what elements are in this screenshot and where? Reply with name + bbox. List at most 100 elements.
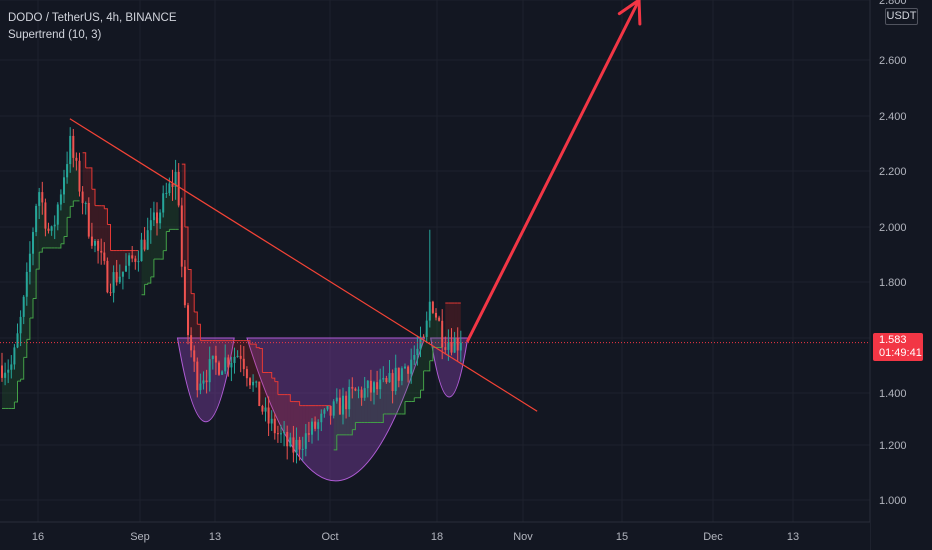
candle-body [208, 359, 211, 383]
candle-body [115, 272, 118, 283]
supertrend-line [17, 379, 22, 382]
supertrend-line [191, 293, 195, 312]
candle-body [47, 228, 50, 231]
candle-body [351, 386, 354, 389]
supertrend-line [36, 252, 40, 270]
supertrend-line [60, 236, 65, 245]
candle-body [35, 205, 38, 233]
candle-body [413, 355, 416, 360]
candle-body [270, 418, 273, 424]
left-shoulder-cup [176, 337, 235, 423]
candle-body [84, 202, 87, 204]
time-tick-label: Oct [321, 531, 338, 543]
candle-body [428, 301, 431, 321]
candle-body [264, 407, 267, 412]
candle-body [444, 347, 447, 350]
supertrend-fill [181, 164, 185, 286]
supertrend-fill [215, 340, 219, 369]
supertrend-fill [150, 216, 154, 277]
candle-body [249, 378, 251, 386]
candle-body [56, 204, 59, 225]
supertrend-line [101, 205, 105, 209]
candle-body [10, 364, 13, 370]
candle-body [25, 271, 28, 297]
supertrend-fill [5, 371, 9, 409]
candle-body [16, 333, 19, 348]
price-tick-label: 2.800 [879, 0, 907, 7]
supertrend-line [141, 284, 146, 296]
candle-body [345, 395, 348, 410]
candle-body [357, 389, 360, 391]
symbol-title[interactable]: DODO / TetherUS, 4h, BINANCE [8, 12, 177, 24]
time-tick-label: 13 [209, 531, 221, 543]
time-tick-label: 15 [616, 531, 628, 543]
supertrend-line [259, 348, 263, 373]
candle-body [143, 239, 146, 250]
supertrend-fill [429, 307, 433, 361]
supertrend-fill [296, 401, 300, 447]
candle-body [180, 205, 183, 267]
indicator-title[interactable]: Supertrend (10, 3) [8, 29, 102, 41]
candle-body [459, 342, 462, 351]
supertrend-fill [377, 384, 381, 423]
candle-body [295, 439, 298, 453]
candle-body [388, 373, 391, 383]
candle-body [196, 361, 199, 391]
supertrend-line [287, 394, 291, 402]
candle-body [202, 380, 205, 384]
candle-body [53, 224, 56, 227]
supertrend-line [29, 298, 34, 319]
supertrend-line [11, 402, 15, 409]
supertrend-line [349, 429, 353, 436]
supertrend-fill [370, 386, 374, 423]
supertrend-line [107, 223, 111, 251]
supertrend-fill [445, 303, 449, 349]
candle-body [59, 194, 62, 205]
candle-body [369, 380, 372, 393]
time-axis[interactable]: 16 Sep 13 Oct 18 Nov 15 Dec 13 [0, 521, 870, 550]
supertrend-line [14, 381, 18, 403]
candle-body [41, 192, 44, 203]
price-axis[interactable]: 2.8002.6002.4002.2002.0001.8001.6001.400… [869, 0, 932, 550]
candle-body [152, 212, 155, 221]
candle-body [75, 157, 78, 161]
supertrend-line [333, 434, 338, 451]
supertrend-fill [82, 152, 86, 204]
price-tick-label: 2.600 [879, 55, 907, 67]
supertrend-line [64, 217, 68, 237]
candle-body [360, 389, 363, 398]
supertrend-fill [51, 225, 55, 248]
candle-body [100, 250, 103, 253]
supertrend-line [163, 231, 167, 252]
candle-body [205, 380, 208, 383]
supertrend-fill [91, 189, 95, 244]
candle-body [168, 183, 171, 194]
supertrend-fill [417, 342, 421, 398]
candle-body [320, 413, 323, 423]
candle-body [190, 335, 193, 351]
currency-badge[interactable]: USDT [885, 8, 918, 25]
candle-body [128, 255, 131, 266]
supertrend-fill [414, 351, 418, 398]
supertrend-fill [95, 205, 99, 246]
supertrend-fill [318, 405, 322, 426]
supertrend-fill [157, 217, 161, 260]
candle-body [431, 301, 434, 313]
candle-body [224, 357, 227, 372]
candle-body [72, 135, 75, 158]
supertrend-line [181, 163, 186, 228]
supertrend-fill [265, 372, 269, 416]
supertrend-fill [420, 336, 424, 391]
supertrend-fill [237, 340, 241, 358]
time-tick-label: Dec [703, 531, 723, 543]
candle-body [1, 365, 3, 378]
candle-body [366, 380, 369, 389]
supertrend-fill [290, 401, 294, 445]
supertrend-fill [234, 340, 238, 360]
projection-arrow-head [617, 0, 642, 26]
supertrend-line [197, 323, 201, 341]
price-tick-label: 1.200 [879, 440, 907, 452]
candle-body [242, 358, 245, 370]
supertrend-fill [454, 303, 458, 346]
